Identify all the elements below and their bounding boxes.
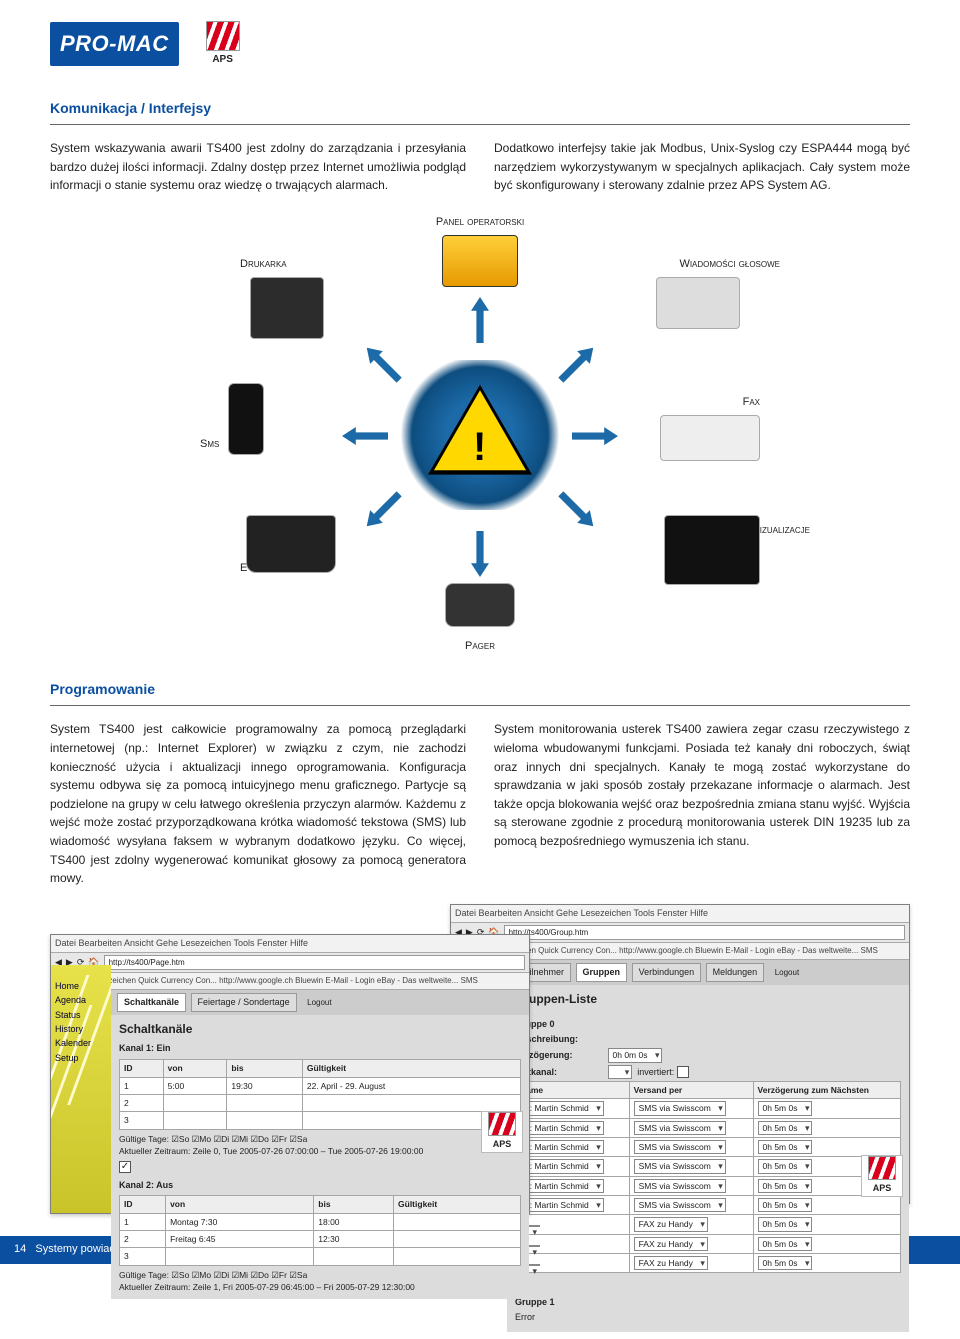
device-pager bbox=[445, 583, 515, 627]
table-row: 3 bbox=[120, 1112, 521, 1129]
aps-badge: APS bbox=[861, 1155, 903, 1197]
section2-col1: System TS400 jest całkowicie programowal… bbox=[50, 720, 466, 887]
side-nav[interactable]: Home Agenda Status History Kalender Setu… bbox=[55, 979, 91, 1065]
arrow-icon bbox=[471, 531, 489, 577]
aps-badge: APS bbox=[481, 1111, 523, 1153]
table-row: 1Montag 7:3018:00 bbox=[120, 1213, 521, 1230]
group-table: Name Versand per Verzögerung zum Nächste… bbox=[515, 1081, 901, 1273]
device-phone bbox=[656, 277, 740, 329]
divider bbox=[50, 705, 910, 706]
aps-stripes-icon bbox=[206, 21, 240, 51]
table-row: FAX zu Handy0h 5m 0s bbox=[516, 1253, 901, 1272]
device-monitor bbox=[664, 515, 760, 585]
label-pager: Pager bbox=[465, 639, 495, 655]
label-panel: Panel operatorski bbox=[436, 215, 524, 231]
arrow-icon bbox=[572, 427, 618, 445]
section2-columns: System TS400 jest całkowicie programowal… bbox=[50, 720, 910, 887]
tab-logout[interactable]: Logout bbox=[307, 998, 331, 1007]
zeitkanal-row: Zeitkanal: invertiert: bbox=[515, 1065, 901, 1079]
device-laptop bbox=[246, 515, 336, 573]
section-title-interfaces: Komunikacja / Interfejsy bbox=[50, 98, 910, 118]
zeitkanal-select[interactable] bbox=[608, 1065, 633, 1079]
delay-select[interactable]: 0h 0m 0s bbox=[608, 1048, 663, 1062]
toolbar: ◀ ▶ ⟳ 🏠 http://ts400/Page.htm bbox=[51, 953, 529, 974]
screenshot-left: Datei Bearbeiten Ansicht Gehe Lesezeiche… bbox=[50, 934, 530, 1214]
tabs[interactable]: Schaltkanäle Feiertage / Sondertage Logo… bbox=[111, 990, 529, 1015]
menubar[interactable]: Datei Bearbeiten Ansicht Gehe Lesezeiche… bbox=[51, 935, 529, 953]
section-title-programming: Programowanie bbox=[50, 679, 910, 699]
arrow-icon bbox=[342, 427, 388, 445]
g1-desc: Error bbox=[515, 1311, 901, 1324]
table-row: 0: Martin SchmidSMS via Swisscom0h 5m 0s bbox=[516, 1157, 901, 1176]
confirm-checkbox[interactable]: ✓ bbox=[119, 1161, 131, 1173]
divider bbox=[50, 124, 910, 125]
device-fax bbox=[660, 415, 760, 461]
panel-title: Gruppen-Liste bbox=[515, 991, 901, 1008]
arrow-icon bbox=[471, 297, 489, 343]
section1-col1: System wskazywania awarii TS400 jest zdo… bbox=[50, 139, 466, 195]
kanal2-header: Kanal 2: Aus bbox=[119, 1179, 521, 1192]
kanal1-table: ID von bis Gültigkeit 15:0019:3022. Apri… bbox=[119, 1059, 521, 1129]
kanal1-header: Kanal 1: Ein bbox=[119, 1042, 521, 1055]
table-row: 15:0019:3022. April - 29. August bbox=[120, 1077, 521, 1094]
logo-aps-text: APS bbox=[212, 53, 233, 68]
group1-header: Gruppe 1 bbox=[515, 1296, 901, 1309]
panel-title: Schaltkanäle bbox=[119, 1021, 521, 1038]
section1-col2: Dodatkowo interfejsy takie jak Modbus, U… bbox=[494, 139, 910, 195]
table-row: FAX zu Handy0h 5m 0s bbox=[516, 1215, 901, 1234]
menubar[interactable]: Datei Bearbeiten Ansicht Gehe Lesezeiche… bbox=[451, 905, 909, 923]
col-send: Versand per bbox=[629, 1082, 753, 1099]
section2-col2: System monitorowania usterek TS400 zawie… bbox=[494, 720, 910, 887]
bookmarks-bar[interactable]: Startseite Lesezeichen Quick Currency Co… bbox=[51, 973, 529, 990]
tab-schaltkanaele[interactable]: Schaltkanäle bbox=[117, 993, 186, 1012]
table-row: 0: Martin SchmidSMS via Swisscom0h 5m 0s bbox=[516, 1138, 901, 1157]
table-row: 0: Martin SchmidSMS via Swisscom0h 5m 0s bbox=[516, 1176, 901, 1195]
table-row: FAX zu Handy0h 5m 0s bbox=[516, 1234, 901, 1253]
tab-meldungen[interactable]: Meldungen bbox=[706, 963, 765, 982]
table-row: 2 bbox=[120, 1095, 521, 1112]
tab-gruppen[interactable]: Gruppen bbox=[576, 963, 628, 982]
desc-row: Beschreibung: bbox=[515, 1033, 901, 1046]
device-panel bbox=[442, 235, 518, 287]
label-fax: Fax bbox=[743, 395, 760, 411]
col-name: Name bbox=[516, 1082, 630, 1099]
logo-promac-text: PRO-MAC bbox=[60, 31, 169, 56]
label-printer: Drukarka bbox=[240, 257, 287, 273]
label-voice: Wiadomości głosowe bbox=[679, 257, 780, 273]
tab-verbindungen[interactable]: Verbindungen bbox=[632, 963, 702, 982]
content: Schaltkanäle Kanal 1: Ein ID von bis Gül… bbox=[111, 1015, 529, 1299]
logo-promac: PRO-MAC bbox=[50, 22, 179, 66]
label-sms: Sms bbox=[200, 437, 219, 453]
col-delay: Verzögerung zum Nächsten bbox=[753, 1082, 900, 1099]
logo-aps: APS bbox=[203, 20, 243, 68]
content: Gruppen-Liste Gruppe 0 Beschreibung: Ver… bbox=[507, 985, 909, 1332]
header-logos: PRO-MAC APS bbox=[50, 20, 910, 68]
tabs[interactable]: Teilnehmer Gruppen Verbindungen Meldunge… bbox=[507, 960, 909, 985]
communication-diagram: Panel operatorski Drukarka Wiadomości gł… bbox=[50, 215, 910, 655]
device-mobile bbox=[228, 383, 264, 455]
url-input[interactable]: http://ts400/Group.htm bbox=[504, 925, 905, 941]
device-printer bbox=[250, 277, 324, 339]
section1-columns: System wskazywania awarii TS400 jest zdo… bbox=[50, 139, 910, 195]
table-row: 0: Martin SchmidSMS via Swisscom0h 5m 0s bbox=[516, 1099, 901, 1118]
table-row: 3 bbox=[120, 1248, 521, 1265]
invert-checkbox[interactable] bbox=[677, 1066, 689, 1078]
table-row: 0: Martin SchmidSMS via Swisscom0h 5m 0s bbox=[516, 1195, 901, 1214]
table-row: 0: Martin SchmidSMS via Swisscom0h 5m 0s bbox=[516, 1118, 901, 1137]
delay-row: Verzögerung: 0h 0m 0s bbox=[515, 1048, 901, 1062]
tab-feiertage[interactable]: Feiertage / Sondertage bbox=[191, 993, 297, 1012]
valid-days-1: Gültige Tage: ☑So ☑Mo ☑Di ☑Mi ☑Do ☑Fr ☑S… bbox=[119, 1133, 521, 1145]
kanal2-table: ID von bis Gültigkeit 1Montag 7:3018:00 … bbox=[119, 1195, 521, 1265]
warning-triangle-icon bbox=[434, 390, 526, 470]
group0-header: Gruppe 0 bbox=[515, 1018, 901, 1031]
page-number: 14 bbox=[14, 1243, 26, 1255]
tab-logout[interactable]: Logout bbox=[775, 968, 799, 977]
table-row: 2Freitag 6:4512:30 bbox=[120, 1231, 521, 1248]
screenshots-area: Datei Bearbeiten Ansicht Gehe Lesezeiche… bbox=[50, 904, 910, 1224]
valid-days-2: Gültige Tage: ☑So ☑Mo ☑Di ☑Mi ☑Do ☑Fr ☑S… bbox=[119, 1269, 521, 1281]
timeline-2: Aktueller Zeitraum: Zeile 1, Fri 2005-07… bbox=[119, 1281, 521, 1293]
timeline-1: Aktueller Zeitraum: Zeile 0, Tue 2005-07… bbox=[119, 1145, 521, 1157]
url-input[interactable]: http://ts400/Page.htm bbox=[104, 955, 525, 971]
